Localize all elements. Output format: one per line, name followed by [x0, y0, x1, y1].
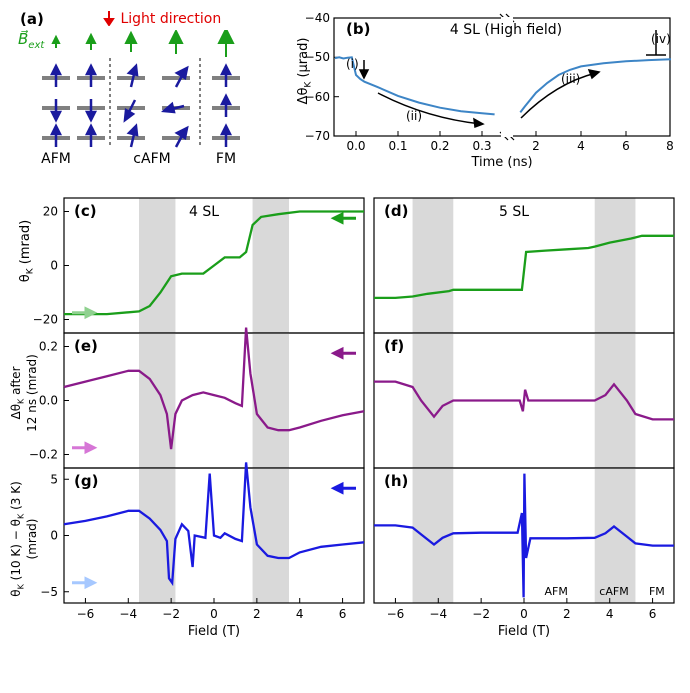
svg-text:2: 2 — [563, 607, 571, 621]
svg-text:4: 4 — [606, 607, 614, 621]
ylabel-e: ΔθK after12 ns (mrad) — [10, 333, 39, 453]
svg-text:AFM: AFM — [544, 585, 567, 598]
svg-text:0.0: 0.0 — [346, 139, 365, 153]
svg-text:FM: FM — [216, 151, 236, 167]
svg-text:4: 4 — [296, 607, 304, 621]
grid-panels: (c)4 SL(d)5 SL200−20(e)(f)0.20.0−0.2(g)(… — [0, 188, 690, 688]
svg-text:(e): (e) — [74, 337, 98, 355]
panel-b-title: 4 SL (High field) — [450, 22, 562, 38]
panel-b-ylabel: ΔθK (μrad) — [296, 16, 314, 126]
panel-b: −40 −50 −60 −70 0.0 0.1 0.2 0.3 2 4 6 8 … — [286, 8, 682, 178]
svg-text:Field (T): Field (T) — [498, 624, 550, 639]
svg-text:4: 4 — [577, 139, 585, 153]
svg-text:cAFM: cAFM — [133, 151, 170, 167]
svg-text:−5: −5 — [40, 585, 58, 599]
svg-text:cAFM: cAFM — [599, 585, 628, 598]
svg-text:0: 0 — [210, 607, 218, 621]
ylabel-c: θK (mrad) — [18, 196, 36, 306]
svg-text:5: 5 — [50, 472, 58, 486]
svg-text:0.1: 0.1 — [388, 139, 407, 153]
svg-text:20: 20 — [43, 205, 58, 219]
panel-a: (a) Light direction B⃗ext — [14, 8, 269, 178]
svg-text:8: 8 — [666, 139, 674, 153]
svg-text:Field (T): Field (T) — [188, 624, 240, 639]
svg-text:−2: −2 — [472, 607, 490, 621]
svg-text:−4: −4 — [119, 607, 137, 621]
svg-text:−6: −6 — [77, 607, 95, 621]
svg-text:(c): (c) — [74, 202, 97, 220]
svg-text:−4: −4 — [429, 607, 447, 621]
svg-text:6: 6 — [649, 607, 657, 621]
svg-text:5 SL: 5 SL — [499, 204, 529, 220]
svg-text:0: 0 — [50, 529, 58, 543]
svg-text:0.3: 0.3 — [472, 139, 491, 153]
svg-text:−70: −70 — [305, 129, 330, 143]
svg-text:6: 6 — [339, 607, 347, 621]
svg-text:6: 6 — [622, 139, 630, 153]
svg-text:(h): (h) — [384, 472, 408, 490]
svg-text:(iv): (iv) — [651, 32, 671, 46]
svg-text:0.2: 0.2 — [39, 340, 58, 354]
svg-text:0.0: 0.0 — [39, 394, 58, 408]
svg-text:0: 0 — [50, 259, 58, 273]
svg-text:(f): (f) — [384, 337, 404, 355]
svg-text:(b): (b) — [346, 20, 370, 38]
svg-text:(g): (g) — [74, 472, 98, 490]
svg-text:−2: −2 — [162, 607, 180, 621]
panel-b-xlabel: Time (ns) — [470, 155, 532, 170]
svg-text:FM: FM — [649, 585, 665, 598]
panel-a-label: (a) — [20, 10, 44, 28]
light-direction-label: Light direction — [102, 10, 221, 27]
svg-text:2: 2 — [532, 139, 540, 153]
svg-text:0.2: 0.2 — [430, 139, 449, 153]
svg-text:(d): (d) — [384, 202, 408, 220]
svg-text:0: 0 — [520, 607, 528, 621]
panel-a-diagram: AFM cAFM FM — [14, 30, 269, 180]
ylabel-g: θK (10 K) − θK (3 K)(mrad) — [10, 464, 39, 614]
svg-text:2: 2 — [253, 607, 261, 621]
svg-text:−6: −6 — [387, 607, 405, 621]
svg-text:AFM: AFM — [41, 151, 71, 167]
svg-text:−20: −20 — [33, 313, 58, 327]
svg-text:(i): (i) — [346, 57, 359, 71]
svg-text:4 SL: 4 SL — [189, 204, 219, 220]
